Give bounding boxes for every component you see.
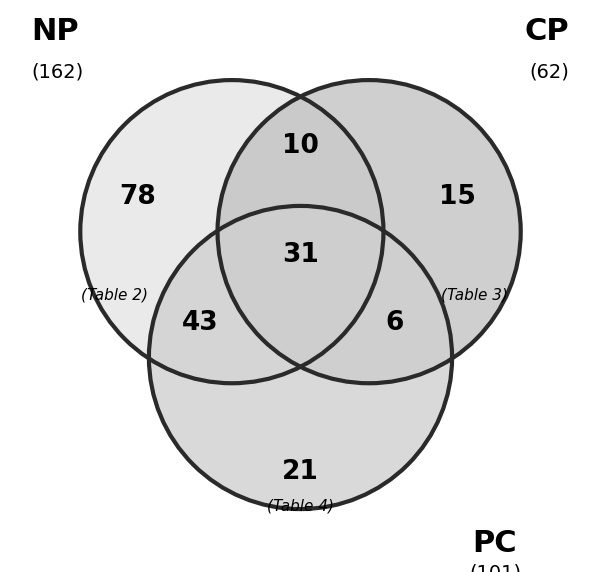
Text: 10: 10 — [282, 133, 319, 159]
Text: CP: CP — [525, 17, 569, 46]
Text: 21: 21 — [282, 459, 319, 485]
Circle shape — [218, 80, 520, 383]
Text: 15: 15 — [439, 184, 476, 210]
Text: (162): (162) — [32, 63, 84, 82]
Text: 6: 6 — [386, 310, 404, 336]
Text: 78: 78 — [119, 184, 156, 210]
Text: 43: 43 — [182, 310, 219, 336]
Text: (101): (101) — [469, 563, 521, 572]
Text: (Table 4): (Table 4) — [267, 499, 334, 514]
Text: (Table 2): (Table 2) — [81, 287, 148, 302]
Text: NP: NP — [32, 17, 79, 46]
Circle shape — [149, 206, 452, 509]
Text: 31: 31 — [282, 241, 319, 268]
Text: PC: PC — [472, 529, 517, 558]
Circle shape — [81, 80, 383, 383]
Text: (62): (62) — [529, 63, 569, 82]
Text: (Table 3): (Table 3) — [442, 287, 508, 302]
